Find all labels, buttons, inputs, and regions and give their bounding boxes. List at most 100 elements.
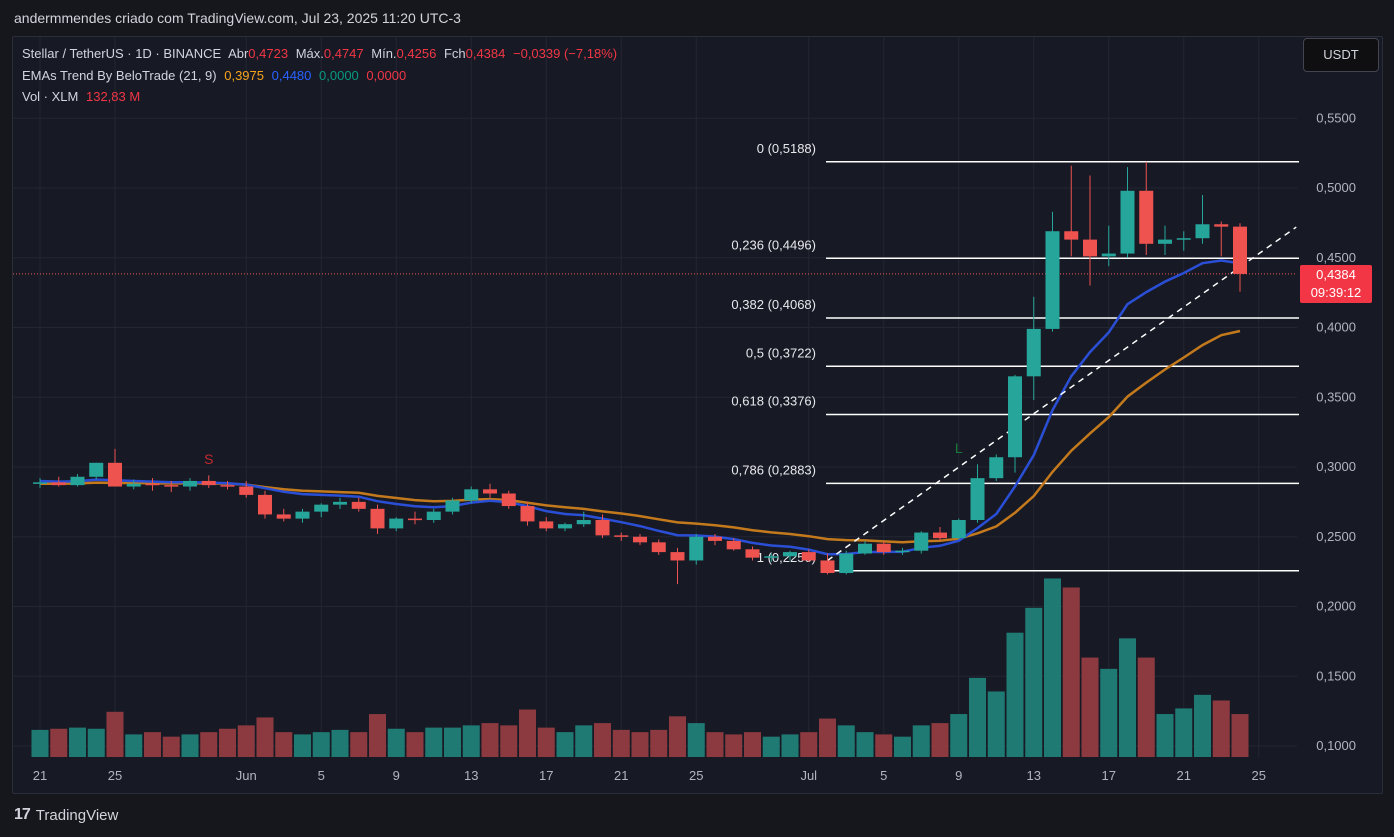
- volume-bar: [87, 728, 105, 757]
- volume-bar: [31, 729, 49, 757]
- y-axis-tick-label: 0,4500: [1316, 250, 1356, 265]
- fib-level-label: 0,382 (0,4068): [731, 297, 816, 312]
- ema-value-4: 0,0000: [366, 68, 407, 83]
- ema-value-slow: 0,3975: [224, 68, 264, 83]
- y-axis-tick-label: 0,1500: [1316, 668, 1356, 683]
- open-value: 0,4723: [248, 46, 289, 61]
- candle-body: [33, 482, 47, 484]
- candle-body: [1026, 328, 1041, 377]
- candle-body: [933, 532, 947, 539]
- volume-bar: [50, 728, 68, 757]
- candle-body: [164, 485, 179, 487]
- volume-bar: [481, 723, 499, 757]
- close-label: Fch: [443, 46, 466, 61]
- volume-bar: [125, 734, 143, 757]
- symbol-name[interactable]: Stellar / TetherUS · 1D · BINANCE: [22, 46, 222, 61]
- candle-body: [1176, 238, 1191, 240]
- candle-body: [1214, 224, 1229, 227]
- chart-header-title: andermmendes criado com TradingView.com,…: [14, 10, 461, 26]
- candle-body: [351, 501, 366, 509]
- volume-bar: [1156, 714, 1174, 757]
- trend-line: [827, 226, 1297, 562]
- fib-level-label: 0,236 (0,4496): [731, 237, 816, 252]
- volume-bar: [500, 725, 518, 757]
- high-value: 0,4747: [323, 46, 364, 61]
- volume-bar: [875, 734, 893, 757]
- ema-value-3: 0,0000: [319, 68, 359, 83]
- volume-bar: [669, 716, 686, 757]
- candle-body: [108, 462, 122, 487]
- change-value: −0,0339 (−7,18%): [513, 46, 618, 61]
- fib-level-label: 0,5 (0,3722): [746, 345, 816, 360]
- candle-body: [576, 520, 591, 525]
- volume-value: 132,83 M: [85, 89, 141, 104]
- candle-body: [1008, 376, 1022, 458]
- volume-bar: [1044, 578, 1061, 757]
- x-axis-tick-label: 25: [108, 768, 122, 783]
- candle-body: [1139, 190, 1154, 244]
- volume-bar: [275, 732, 293, 757]
- tradingview-logo-text: TradingView: [35, 806, 119, 824]
- candle-body: [951, 520, 966, 539]
- volume-bar: [1100, 668, 1118, 757]
- candle-body: [1045, 231, 1060, 329]
- volume-bar: [294, 734, 311, 757]
- candle-body: [689, 536, 704, 561]
- y-axis-tick-label: 0,2500: [1316, 529, 1356, 544]
- candle-body: [483, 489, 497, 494]
- volume-bar: [650, 729, 668, 757]
- y-axis-tick-label: 0,4000: [1316, 320, 1356, 335]
- candle-body: [614, 535, 629, 537]
- ema-fast-line: [39, 259, 1241, 556]
- signal-marker: L: [955, 440, 963, 456]
- volume-bar: [556, 732, 574, 757]
- volume-bar: [781, 734, 799, 757]
- y-axis-tick-label: 0,5000: [1316, 180, 1356, 195]
- candle-body: [295, 511, 310, 519]
- candle-body: [801, 552, 816, 561]
- candle-body: [389, 518, 404, 529]
- ema-legend: EMAs Trend By BeloTrade (21, 9) 0,3975 0…: [22, 68, 410, 83]
- volume-bar: [406, 732, 424, 757]
- volume-bar: [631, 732, 649, 757]
- candle-body: [408, 518, 422, 521]
- currency-button[interactable]: USDT: [1303, 38, 1379, 72]
- candle-body: [1101, 253, 1116, 257]
- candle-body: [783, 552, 797, 557]
- candle-body: [314, 504, 329, 512]
- candle-body: [558, 524, 572, 529]
- volume-bar: [519, 709, 536, 757]
- volume-bar: [856, 732, 874, 757]
- volume-bar: [950, 714, 968, 757]
- candle-body: [1120, 190, 1135, 254]
- x-axis-tick-label: 21: [614, 768, 628, 783]
- candle-body: [201, 480, 216, 486]
- volume-bar: [162, 736, 180, 757]
- volume-indicator-name[interactable]: Vol · XLM: [22, 89, 79, 104]
- ema-indicator-name[interactable]: EMAs Trend By BeloTrade (21, 9): [22, 68, 217, 83]
- candle-body: [1195, 224, 1210, 239]
- volume-bar: [444, 727, 461, 757]
- volume-bar: [931, 723, 949, 757]
- volume-bar: [912, 725, 930, 757]
- volume-bar: [575, 725, 593, 757]
- candle-body: [1083, 239, 1097, 257]
- volume-bar: [106, 711, 124, 757]
- ema-value-fast: 0,4480: [271, 68, 312, 83]
- volume-bar: [594, 723, 611, 757]
- x-axis-tick-label: 13: [464, 768, 478, 783]
- x-axis-tick-label: 5: [880, 768, 887, 783]
- tradingview-logo[interactable]: 17 TradingView: [14, 806, 118, 824]
- low-label: Mín.: [371, 46, 397, 61]
- x-axis-tick-label: Jun: [236, 768, 257, 783]
- candle-body: [89, 462, 104, 477]
- volume-bar: [387, 728, 405, 757]
- volume-bar: [800, 732, 818, 757]
- x-axis-tick-label: 21: [1177, 768, 1191, 783]
- x-axis-tick-label: 25: [1252, 768, 1266, 783]
- volume-bar: [144, 732, 161, 757]
- x-axis-tick-label: 21: [33, 768, 47, 783]
- x-axis-tick-label: Jul: [800, 768, 817, 783]
- y-axis-tick-label: 0,3500: [1316, 389, 1356, 404]
